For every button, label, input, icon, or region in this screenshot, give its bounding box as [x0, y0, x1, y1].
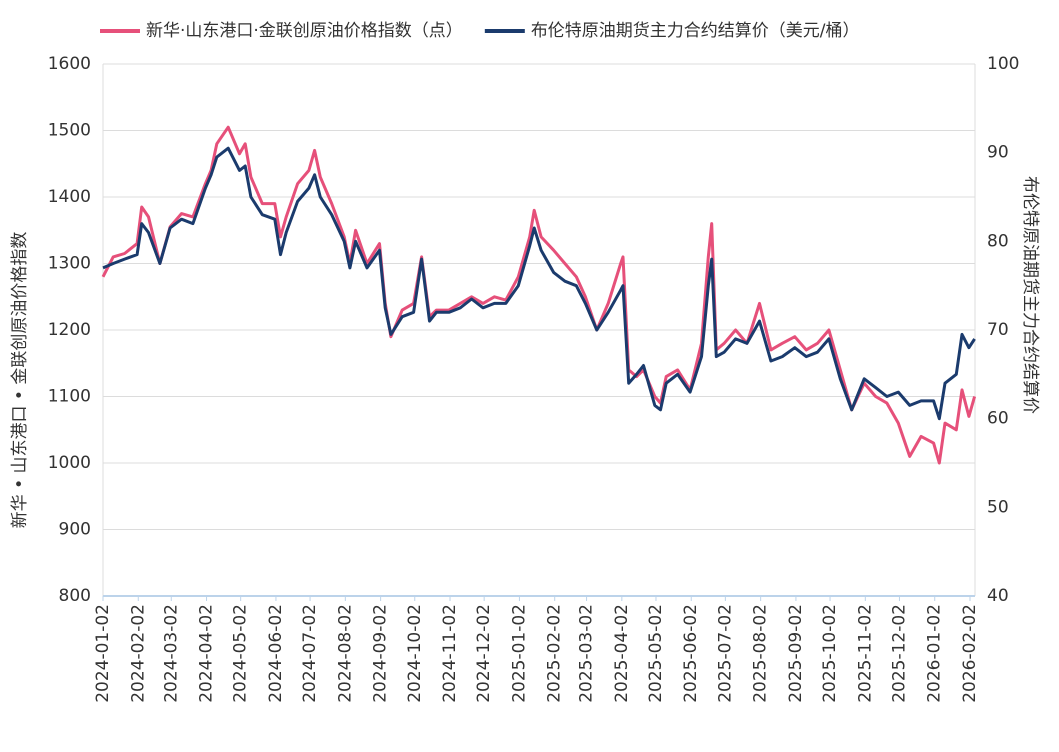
y-tick-label: 1100 [48, 387, 91, 407]
y-tick-label: 1400 [48, 187, 91, 207]
series-line [102, 146, 976, 421]
x-tick-label: 2024-09-02 [371, 604, 391, 703]
x-tick-label: 2024-05-02 [231, 604, 251, 703]
x-tick-label: 2025-01-02 [509, 604, 529, 703]
x-tick-label: 2024-02-02 [128, 604, 148, 703]
x-tick-label: 2025-12-02 [889, 604, 909, 703]
x-tick-label: 2025-02-02 [545, 604, 565, 703]
x-tick-label: 2024-12-02 [474, 604, 494, 703]
legend-label: 布伦特原油期货主力合约结算价（美元/桶） [531, 21, 860, 41]
x-tick-label: 2025-10-02 [820, 604, 840, 703]
y2-tick-label: 100 [987, 54, 1019, 74]
x-tick-label: 2024-08-02 [335, 604, 355, 703]
x-tick-label: 2025-09-02 [786, 604, 806, 703]
x-tick-label: 2024-04-02 [197, 604, 217, 703]
x-tick-label: 2025-04-02 [612, 604, 632, 703]
y-tick-label: 1300 [48, 254, 91, 274]
x-tick-label: 2024-11-02 [440, 604, 460, 703]
x-tick-label: 2025-11-02 [855, 604, 875, 703]
x-tick-label: 2024-07-02 [300, 604, 320, 703]
y-tick-label: 1500 [48, 121, 91, 141]
x-tick-label: 2025-07-02 [715, 604, 735, 703]
y-tick-label: 1000 [48, 453, 91, 473]
y-tick-label: 1200 [48, 320, 91, 340]
x-tick-label: 2024-01-02 [93, 604, 113, 703]
y-tick-label: 900 [59, 520, 91, 540]
y-axis-title: 新华 • 山东港口 • 金联创原油价格指数 [10, 232, 30, 529]
x-tick-label: 2026-02-02 [960, 604, 980, 703]
x-tick-label: 2025-03-02 [577, 604, 597, 703]
x-tick-label: 2025-08-02 [751, 604, 771, 703]
y2-tick-label: 70 [987, 320, 1009, 340]
x-tick-label: 2025-06-02 [681, 604, 701, 703]
y2-tick-label: 80 [987, 231, 1009, 251]
y2-tick-label: 40 [987, 586, 1009, 606]
y2-tick-label: 50 [987, 497, 1009, 517]
x-tick-label: 2024-10-02 [405, 604, 425, 703]
x-tick-label: 2025-05-02 [646, 604, 666, 703]
y2-tick-label: 60 [987, 409, 1009, 429]
legend-label: 新华·山东港口·金联创原油价格指数（点） [146, 21, 463, 41]
y-tick-label: 1600 [48, 54, 91, 74]
y2-tick-label: 90 [987, 143, 1009, 163]
x-tick-label: 2024-03-02 [161, 604, 181, 703]
x-tick-label: 2024-06-02 [266, 604, 286, 703]
series-line [101, 125, 977, 465]
x-tick-label: 2026-01-02 [925, 604, 945, 703]
y2-axis-title: 布伦特原油期货主力合约结算价 [1020, 176, 1040, 414]
y-tick-label: 800 [59, 586, 91, 606]
